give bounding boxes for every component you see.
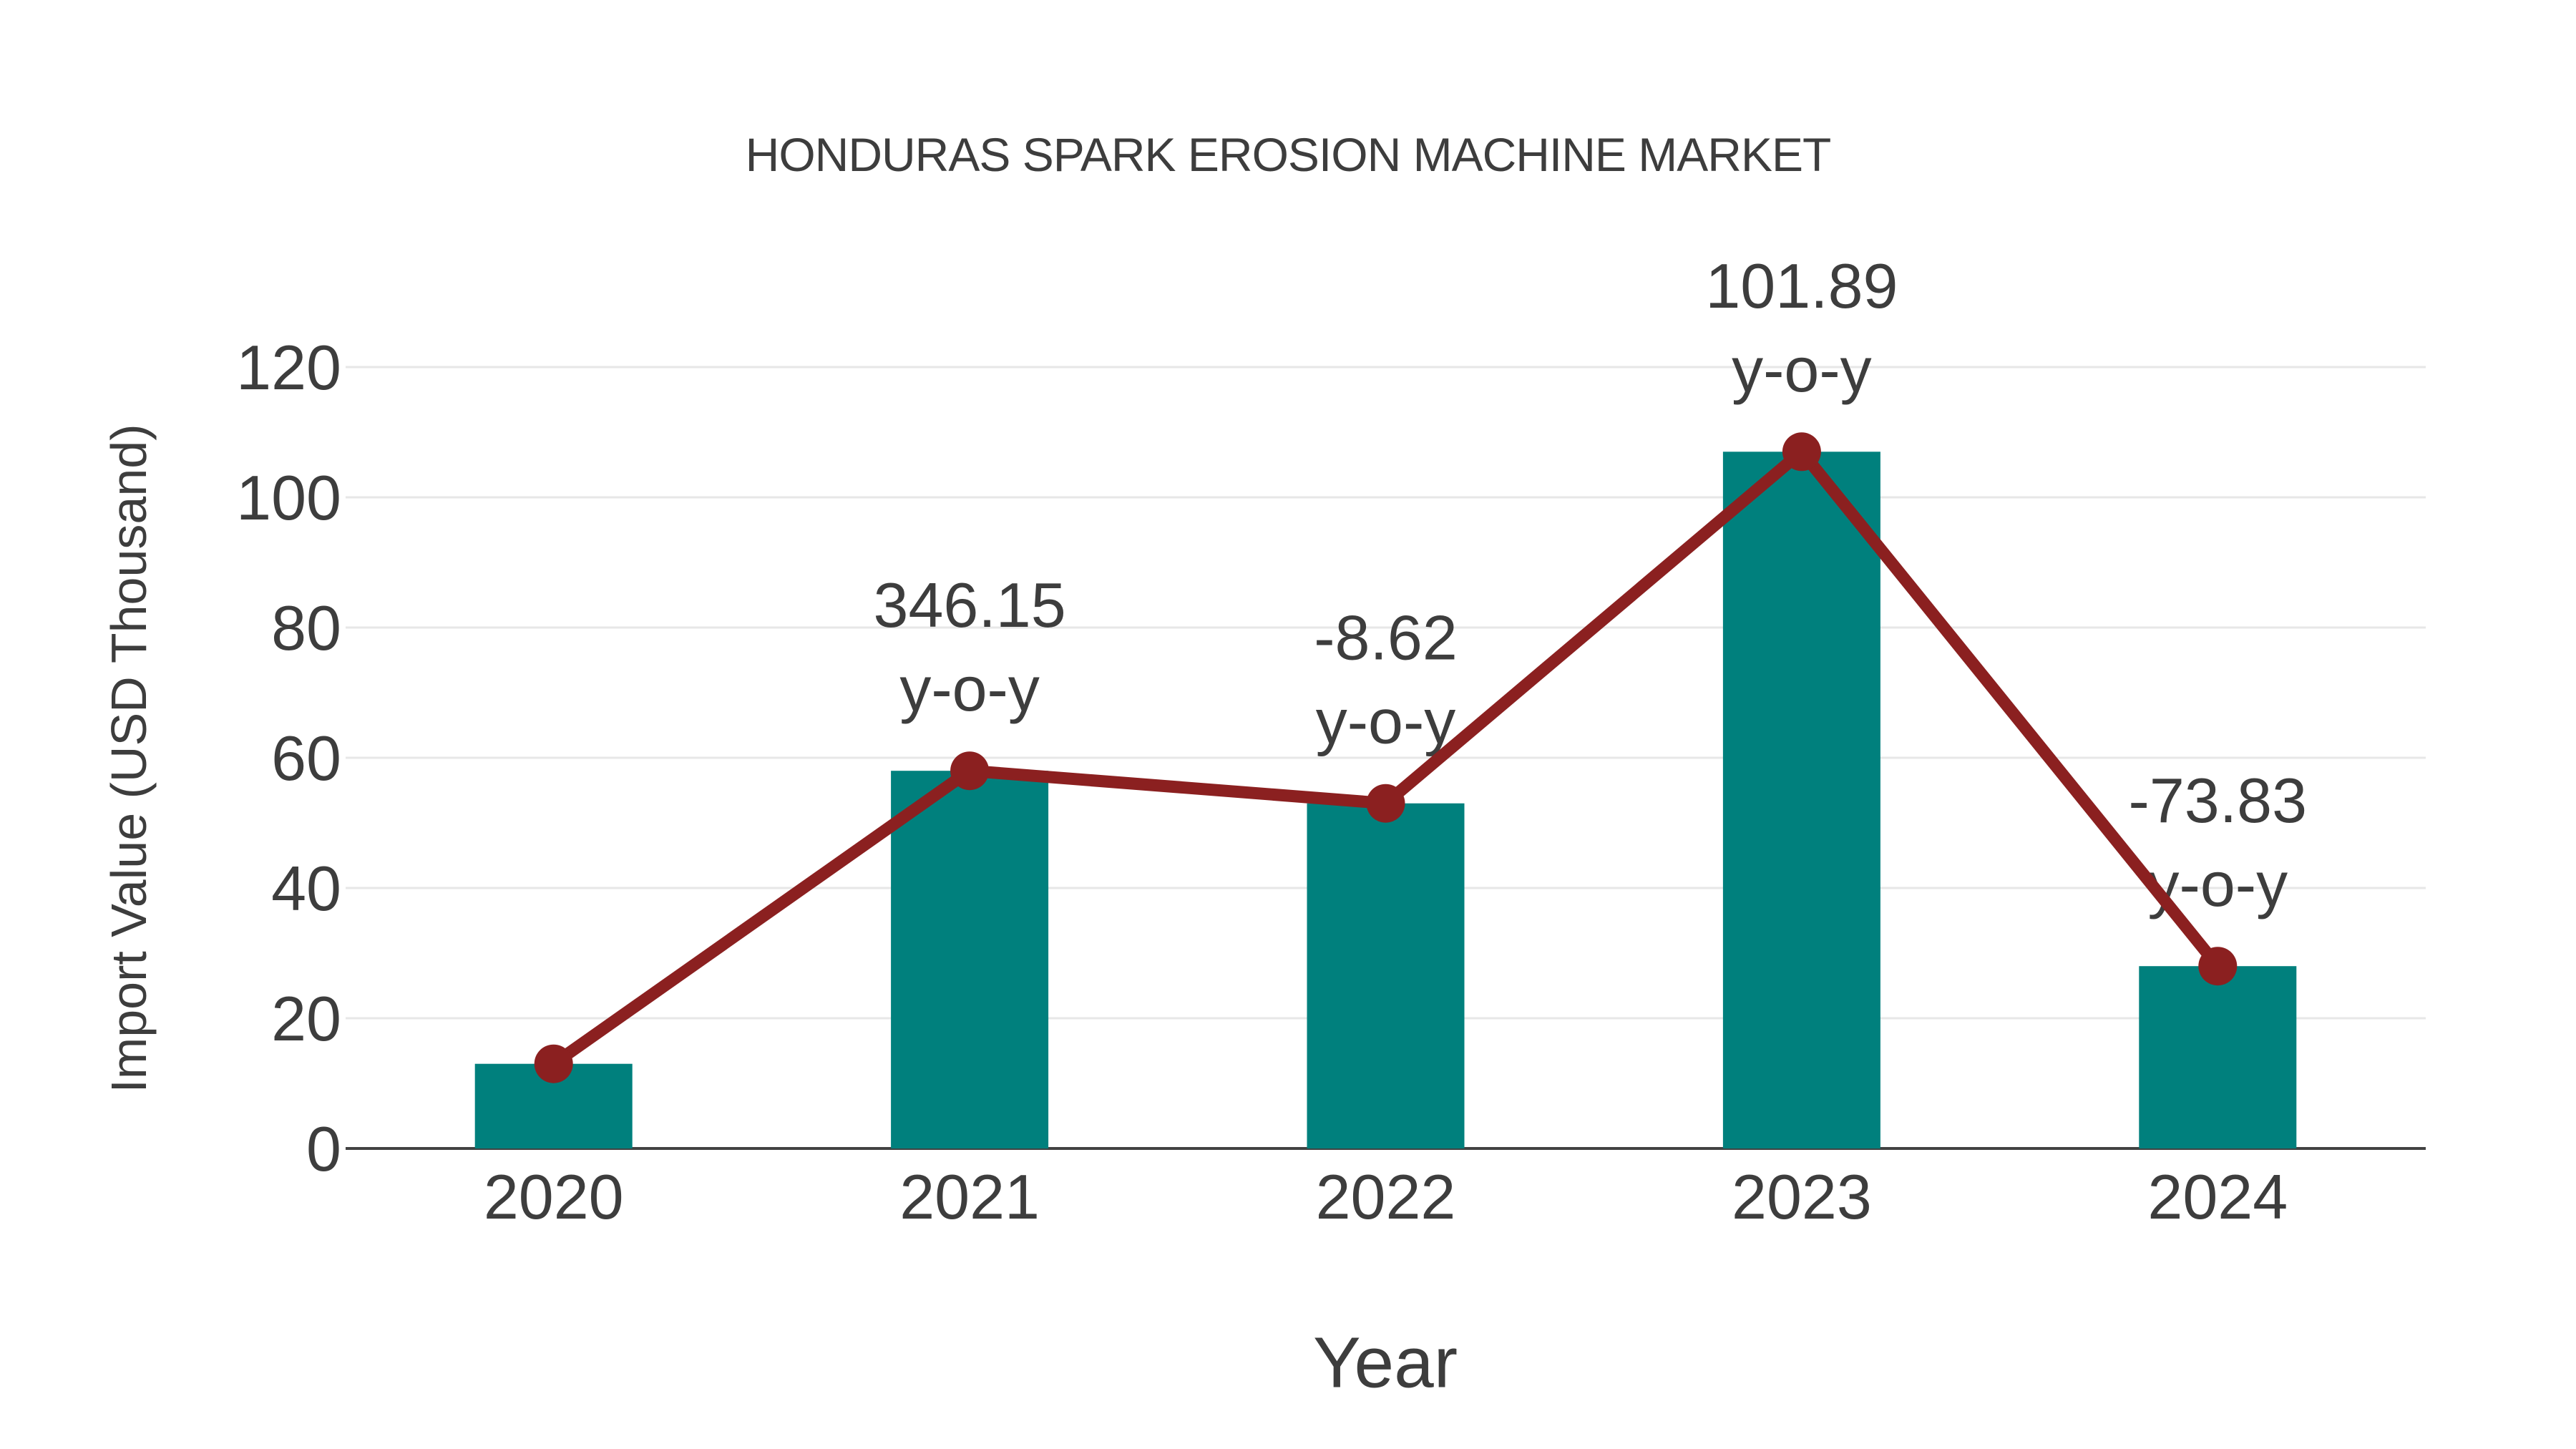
marker-2024	[2198, 947, 2238, 986]
yoy-value-2021: 346.15	[874, 570, 1066, 640]
bar-2022	[1307, 803, 1465, 1148]
y-tick-80: 80	[271, 592, 341, 663]
x-axis-title: Year	[1312, 1322, 1458, 1403]
yoy-value-2022: -8.62	[1314, 602, 1458, 673]
marker-2020	[534, 1044, 573, 1083]
yoy-value-2023: 101.89	[1705, 250, 1898, 321]
x-tick-2022: 2022	[1316, 1161, 1456, 1232]
y-tick-0: 0	[306, 1113, 341, 1184]
marker-2021	[950, 751, 990, 791]
y-tick-40: 40	[271, 853, 341, 924]
yoy-suffix-2021: y-o-y	[899, 653, 1040, 724]
yoy-suffix-2023: y-o-y	[1732, 334, 1872, 405]
marker-2022	[1366, 784, 1405, 823]
y-tick-60: 60	[271, 723, 341, 794]
chart-title: HONDURAS SPARK EROSION MACHINE MARKET	[745, 128, 1832, 181]
x-tick-2021: 2021	[899, 1161, 1040, 1232]
x-tick-2023: 2023	[1732, 1161, 1872, 1232]
y-tick-20: 20	[271, 983, 341, 1054]
yoy-value-2024: -73.83	[2129, 765, 2308, 836]
y-tick-120: 120	[236, 332, 341, 403]
y-tick-100: 100	[236, 462, 341, 533]
bar-2024	[2139, 966, 2297, 1148]
bar-2021	[891, 771, 1049, 1148]
yoy-suffix-2022: y-o-y	[1316, 686, 1456, 757]
x-tick-2020: 2020	[484, 1161, 624, 1232]
marker-2023	[1782, 432, 1821, 472]
x-tick-2024: 2024	[2147, 1161, 2288, 1232]
bar-2023	[1722, 452, 1880, 1148]
